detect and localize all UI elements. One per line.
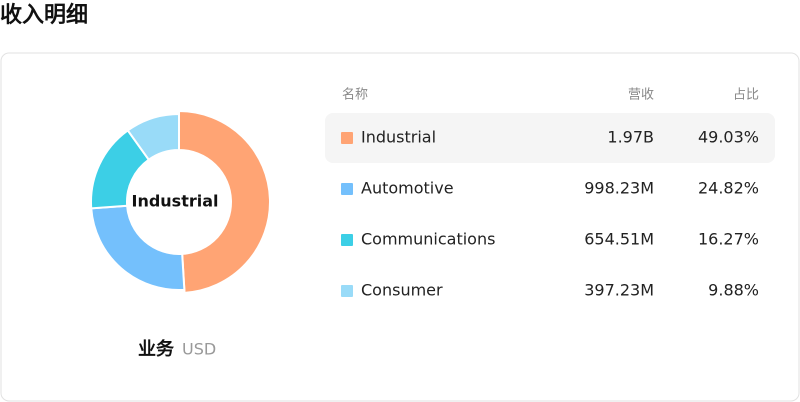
donut-slice xyxy=(178,109,271,294)
row-revenue: 397.23M xyxy=(584,281,654,300)
column-header: 名称 xyxy=(342,87,368,103)
row-revenue: 1.97B xyxy=(607,128,654,147)
legend-swatch xyxy=(341,285,353,297)
row-highlight xyxy=(325,113,775,163)
row-name: Communications xyxy=(361,230,495,249)
row-share: 16.27% xyxy=(698,230,759,249)
subtitle: 业务 xyxy=(138,338,175,360)
legend-swatch xyxy=(341,183,353,195)
row-name: Industrial xyxy=(361,128,436,147)
row-revenue: 998.23M xyxy=(584,179,654,198)
page-title: 收入明细 xyxy=(0,2,88,28)
donut-slice xyxy=(126,112,180,162)
unit: USD xyxy=(182,340,216,359)
center-label: Industrial xyxy=(131,192,218,211)
row-revenue: 654.51M xyxy=(584,230,654,249)
row-share: 9.88% xyxy=(708,281,759,300)
row-share: 24.82% xyxy=(698,179,759,198)
legend-swatch xyxy=(341,132,353,144)
row-share: 49.03% xyxy=(698,128,759,147)
column-header: 营收 xyxy=(628,88,654,103)
row-name: Consumer xyxy=(361,281,443,300)
legend-swatch xyxy=(341,234,353,246)
row-name: Automotive xyxy=(361,179,454,198)
column-header: 占比 xyxy=(733,88,759,103)
